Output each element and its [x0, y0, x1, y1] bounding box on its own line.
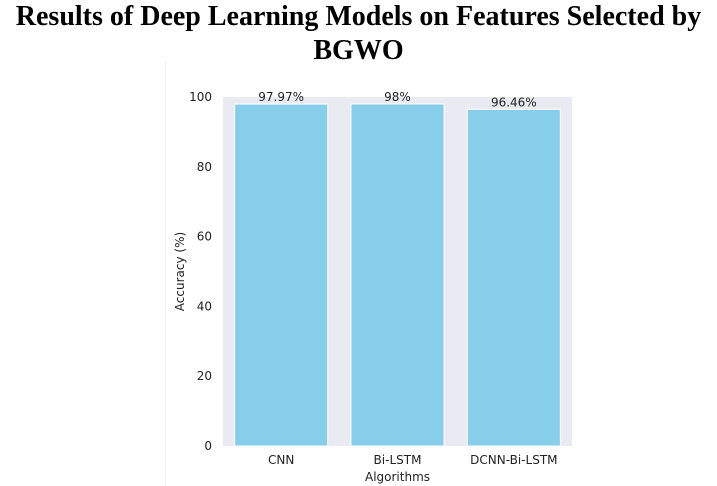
x-tick-label: Bi-LSTM — [374, 453, 422, 467]
bar-data-label: 96.46% — [491, 95, 537, 109]
y-axis-ticks: 0 20 40 60 80 100 — [189, 90, 212, 453]
y-tick-label: 0 — [204, 439, 212, 453]
bars: 97.97% 98% 96.46% — [234, 90, 561, 447]
bar-data-label: 98% — [384, 90, 411, 104]
bar — [466, 108, 561, 447]
y-tick-label: 60 — [197, 230, 212, 244]
y-tick-label: 100 — [189, 90, 212, 104]
x-axis-ticks: CNN Bi-LSTM DCNN-Bi-LSTM — [268, 453, 558, 467]
x-tick-label: DCNN-Bi-LSTM — [470, 453, 557, 467]
y-tick-label: 40 — [197, 299, 212, 313]
y-axis-label: Accuracy (%) — [173, 232, 187, 311]
y-tick-label: 20 — [197, 369, 212, 383]
bar-data-label: 97.97% — [258, 90, 304, 104]
chart-title: Results of Deep Learning Models on Featu… — [15, 1, 702, 66]
y-tick-label: 80 — [197, 160, 212, 174]
bar — [234, 103, 329, 447]
x-tick-label: CNN — [268, 453, 294, 467]
x-axis-label: Algorithms — [365, 470, 430, 484]
bar — [350, 103, 445, 447]
